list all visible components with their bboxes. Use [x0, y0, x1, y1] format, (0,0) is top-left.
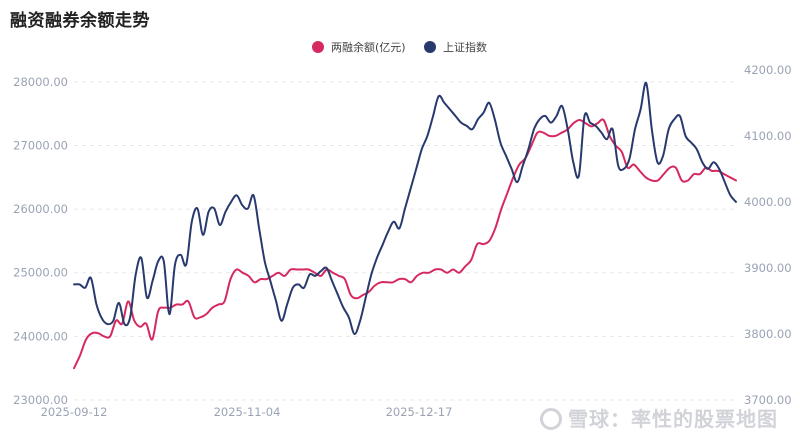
- x-tick-label: 2025-12-17: [386, 405, 453, 419]
- x-tick-label: 2025-09-12: [41, 405, 108, 419]
- series-lines: [73, 81, 737, 370]
- chart-title: 融资融券余额走势: [10, 11, 150, 31]
- xueqiu-logo-icon: [540, 408, 562, 430]
- grid-lines: [74, 81, 736, 401]
- right-tick-label: 4200.00: [744, 63, 792, 77]
- left-tick-label: 25000.00: [13, 266, 68, 280]
- right-tick-label: 3800.00: [744, 327, 792, 341]
- left-tick-label: 27000.00: [13, 138, 68, 152]
- legend-marker-1[interactable]: [424, 41, 436, 53]
- series-line-0: [73, 118, 737, 370]
- left-tick-label: 24000.00: [13, 329, 68, 343]
- watermark-text: 雪球：率性的股票地图: [568, 407, 778, 431]
- right-tick-label: 4100.00: [744, 129, 792, 143]
- left-axis: 23000.00 24000.00 25000.00 26000.00 27000.00…: [13, 75, 68, 407]
- left-tick-label: 28000.00: [13, 75, 68, 89]
- legend[interactable]: 两融余额(亿元) 上证指数: [312, 40, 487, 54]
- right-axis: 3700.00 3800.00 3900.00 4000.00 4100.00 4200.…: [744, 63, 792, 407]
- x-axis: 2025-09-12 2025-11-04 2025-12-17: [41, 405, 453, 419]
- right-tick-label: 4000.00: [744, 195, 792, 209]
- series-line-1: [73, 81, 737, 335]
- legend-label-1[interactable]: 上证指数: [443, 40, 487, 54]
- watermark: 雪球：率性的股票地图: [540, 403, 778, 432]
- legend-marker-0[interactable]: [312, 41, 324, 53]
- left-tick-label: 26000.00: [13, 202, 68, 216]
- left-tick-label: 23000.00: [13, 393, 68, 407]
- legend-label-0[interactable]: 两融余额(亿元): [331, 40, 406, 54]
- right-tick-label: 3700.00: [744, 393, 792, 407]
- right-tick-label: 3900.00: [744, 261, 792, 275]
- x-tick-label: 2025-11-04: [214, 405, 281, 419]
